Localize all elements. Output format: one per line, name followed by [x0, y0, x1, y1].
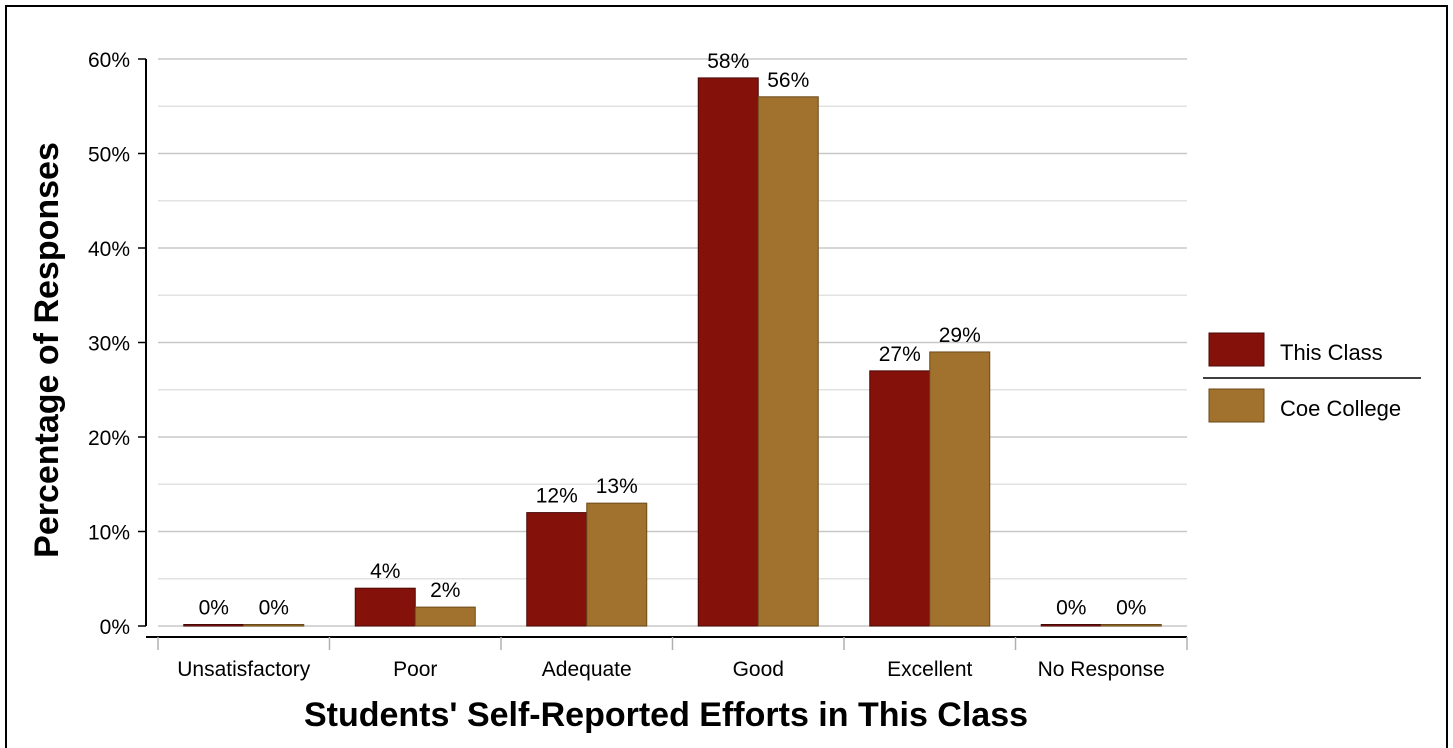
legend-swatch — [1208, 388, 1265, 423]
y-tick-label: 60% — [88, 49, 130, 72]
x-tick-label: Good — [733, 658, 784, 681]
axes: 0% 10% 20% 30% 40% 50% 60% Unsatisfactory Poor Ad… — [88, 49, 1188, 681]
y-tick-label: 10% — [88, 522, 130, 545]
bar-value-label: 0% — [1056, 597, 1086, 620]
bar-this-class — [697, 77, 759, 627]
y-axis-title: Percentage of Responses — [28, 142, 66, 558]
bar-this-class — [1040, 624, 1102, 627]
x-tick-label: No Response — [1038, 658, 1165, 681]
x-tick-label: Poor — [393, 658, 437, 681]
legend-swatch — [1208, 332, 1265, 367]
bar-value-label: 4% — [370, 560, 400, 583]
bar-coe-college — [757, 96, 819, 627]
y-tick-label: 40% — [88, 238, 130, 261]
bar-value-label: 56% — [767, 69, 809, 92]
bar-this-class — [526, 512, 588, 627]
x-tick-label: Unsatisfactory — [177, 658, 311, 681]
x-axis-title: Students' Self-Reported Efforts in This … — [304, 696, 1028, 734]
legend-label: Coe College — [1280, 396, 1401, 421]
bar-this-class — [183, 624, 245, 627]
bar-value-label: 0% — [199, 597, 229, 620]
x-tick-label: Excellent — [887, 658, 972, 681]
bar-value-label: 13% — [596, 475, 638, 498]
bar-value-label: 2% — [430, 579, 460, 602]
bar-coe-college — [586, 502, 648, 627]
bar-this-class — [354, 587, 416, 627]
y-tick-label: 0% — [100, 616, 130, 639]
bar-value-label: 58% — [707, 50, 749, 73]
chart-frame — [5, 5, 1448, 748]
bar-value-label: 0% — [259, 597, 289, 620]
bars — [183, 77, 1162, 627]
y-tick-label: 50% — [88, 144, 130, 167]
bar-value-label: 0% — [1116, 597, 1146, 620]
x-tick-label: Adequate — [542, 658, 632, 681]
bar-value-label: 29% — [939, 324, 981, 347]
bar-coe-college — [929, 351, 991, 627]
legend: This Class Coe College — [1203, 332, 1421, 423]
gridlines — [158, 58, 1187, 627]
legend-label: This Class — [1280, 340, 1383, 365]
y-tick-label: 20% — [88, 427, 130, 450]
bar-coe-college — [1100, 624, 1162, 627]
bar-coe-college — [414, 606, 476, 627]
bar-this-class — [869, 370, 931, 627]
data-labels: 0% 4% 12% 58% 27% 0% 0% 2% 13% 56% 29% 0% — [199, 50, 1147, 620]
bar-coe-college — [243, 624, 305, 627]
bar-value-label: 27% — [879, 343, 921, 366]
y-tick-label: 30% — [88, 333, 130, 356]
bar-value-label: 12% — [536, 485, 578, 508]
